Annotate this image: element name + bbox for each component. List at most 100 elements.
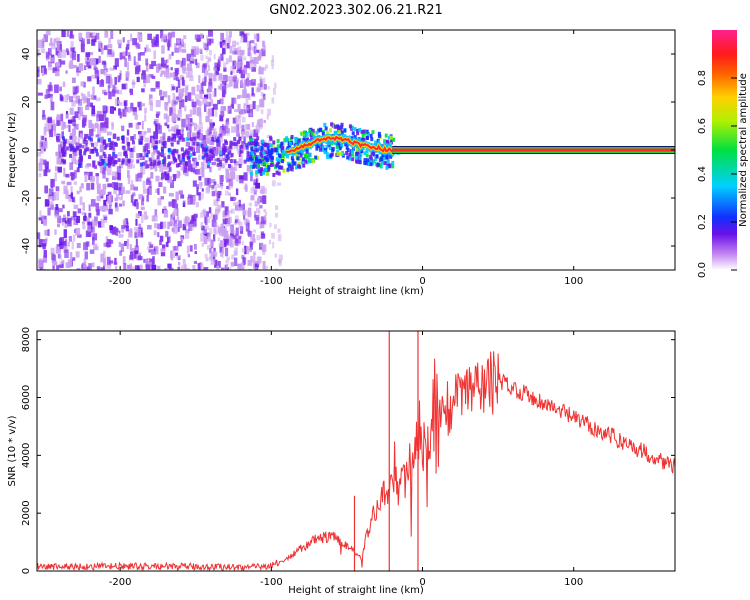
spectrogram-noise-cell: [61, 261, 64, 268]
colorbar-tick-label: 0.0: [697, 262, 708, 278]
spectrogram-noise-cell: [93, 165, 98, 169]
spectrogram-noise-cell: [223, 38, 228, 47]
spectrogram-noise-cell: [229, 181, 234, 189]
spectrogram-noise-cell: [161, 57, 165, 65]
spectrogram-noise-cell: [226, 121, 230, 127]
spectrogram-band-cell: [91, 149, 95, 154]
spectrogram-noise-cell: [133, 56, 136, 65]
spectrogram-noise-cell: [44, 199, 50, 207]
spectrogram-ridge-cell: [304, 155, 308, 160]
spectrogram-noise-cell: [100, 136, 104, 144]
spectrogram-noise-cell: [58, 144, 62, 152]
spectrogram-noise-cell: [219, 155, 223, 161]
spectrogram-noise-cell: [140, 52, 145, 56]
spectrogram-noise-cell: [99, 80, 105, 87]
spectrogram-noise-cell: [74, 111, 79, 118]
spectrogram-noise-cell: [163, 209, 169, 218]
spectrogram-ridge-cell: [363, 158, 367, 163]
spectrogram-noise-cell: [162, 35, 166, 40]
spectrogram-noise-cell: [197, 263, 202, 270]
spectrogram-ridge-cell: [364, 161, 368, 166]
spectrogram-band-cell: [78, 143, 82, 148]
spectrogram-noise-cell: [168, 54, 172, 60]
spectrogram-band-cell: [148, 157, 152, 162]
spectrogram-ridge-cell: [300, 160, 304, 165]
spectrogram-noise-cell: [157, 188, 160, 195]
spectrogram-noise-cell: [220, 267, 225, 270]
spectrogram-band-cell: [63, 140, 67, 145]
spectrogram-noise-cell: [196, 124, 200, 130]
spectrogram-ridge-cell: [256, 163, 260, 168]
spectrogram-band-cell: [192, 151, 196, 156]
spectrogram-noise-cell: [128, 229, 133, 238]
spectrogram-band-cell: [162, 160, 166, 165]
spectrogram-noise-cell: [212, 251, 218, 257]
spectrogram-noise-cell: [160, 96, 164, 101]
spectrogram-noise-cell: [238, 158, 243, 166]
spectrogram-ridge-cell: [315, 130, 319, 135]
spectrogram-noise-cell: [251, 45, 254, 51]
spectrogram-noise-cell: [237, 118, 241, 125]
snr-y-axis-label: SNR (10 * v/v): [7, 415, 18, 486]
spectrogram-noise-cell: [199, 115, 202, 125]
spectrogram-ridge-cell: [317, 128, 321, 133]
spectrogram-noise-cell: [114, 58, 119, 67]
spectrogram-noise-cell: [140, 206, 145, 211]
spectrogram-noise-cell: [60, 60, 66, 65]
spectrogram-ridge-cell: [280, 159, 284, 164]
spectrogram-noise-cell: [141, 214, 144, 224]
spectrogram-noise-cell: [154, 209, 158, 217]
spectrogram-noise-cell: [197, 34, 202, 41]
spectrogram-noise-cell: [81, 221, 85, 225]
spectrogram-noise-cell: [135, 238, 138, 248]
spectrogram-noise-cell: [272, 241, 275, 249]
spectrogram-noise-cell: [227, 173, 233, 179]
spectrogram-ridge-cell: [343, 128, 347, 133]
spectrogram-noise-cell: [160, 70, 166, 75]
spectrogram-noise-cell: [246, 73, 250, 78]
spectrogram-noise-cell: [249, 104, 253, 110]
spectrogram-noise-cell: [230, 208, 235, 214]
spectrogram-noise-cell: [137, 131, 142, 135]
spectrogram-noise-cell: [221, 96, 225, 103]
spectrogram-noise-cell: [178, 190, 183, 195]
spectrogram-noise-cell: [118, 187, 123, 195]
spectrogram-noise-cell: [37, 92, 43, 96]
spectrogram-noise-cell: [76, 72, 80, 77]
spectrogram-noise-cell: [185, 231, 190, 239]
spectrogram-noise-cell: [254, 150, 257, 158]
spectrogram-noise-cell: [258, 67, 264, 75]
spectrogram-noise-cell: [55, 135, 60, 141]
spectrogram-noise-cell: [155, 81, 160, 88]
spectrogram-noise-cell: [89, 102, 94, 108]
spectrogram-noise-cell: [211, 107, 215, 117]
spectrogram-ridge-cell: [392, 137, 396, 142]
spectrogram-ridge-cell: [249, 138, 253, 143]
spectrogram-band-cell: [238, 163, 242, 168]
spectrogram-band-cell: [114, 159, 118, 164]
spectrogram-noise-cell: [51, 42, 56, 47]
spectrogram-noise-cell: [80, 183, 84, 189]
spectrogram-noise-cell: [177, 79, 181, 89]
spectrogram-noise-cell: [214, 212, 218, 220]
spectrogram-noise-cell: [180, 194, 185, 199]
spectrogram-ridge-cell: [380, 160, 384, 165]
spectrogram-noise-cell: [263, 95, 266, 101]
spectrogram-noise-cell: [133, 133, 136, 140]
spectrogram-noise-cell: [50, 57, 55, 63]
spectrogram-noise-cell: [153, 146, 156, 155]
spectrogram-noise-cell: [252, 185, 256, 191]
spectrogram-noise-cell: [100, 165, 103, 174]
spectrogram-noise-cell: [69, 34, 75, 39]
spectrogram-band-cell: [156, 155, 160, 160]
spectrogram-noise-cell: [80, 43, 85, 53]
spectrogram-noise-cell: [166, 237, 170, 244]
spectrogram-noise-cell: [164, 71, 169, 78]
spectrogram-noise-cell: [219, 83, 223, 90]
spectrogram-ridge-cell: [358, 156, 362, 161]
spectrogram-band-cell: [145, 153, 149, 158]
spectrogram-noise-cell: [255, 87, 259, 93]
spectrogram-band-cell: [226, 156, 230, 161]
spectrogram-noise-cell: [133, 250, 139, 259]
spectrogram-noise-cell: [206, 185, 210, 192]
